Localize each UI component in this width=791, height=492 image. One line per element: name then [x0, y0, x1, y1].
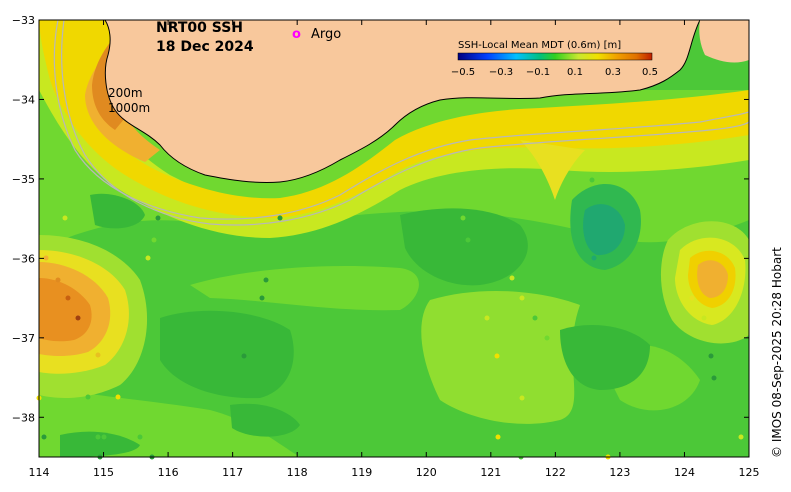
warm-eddy-east-4 — [697, 260, 728, 298]
argo-marker — [115, 394, 121, 400]
argo-marker — [259, 295, 265, 301]
x-tick-label: 114 — [29, 466, 50, 479]
argo-marker — [708, 353, 714, 359]
argo-marker — [519, 295, 525, 301]
argo-marker — [145, 255, 151, 261]
band-light-green-2 — [190, 265, 419, 311]
argo-marker — [701, 315, 707, 321]
plot-frame — [38, 19, 750, 458]
argo-legend-label: Argo — [311, 27, 341, 42]
colorbar-tick: −0.5 — [451, 67, 475, 78]
patch-dark-green-4 — [90, 193, 145, 229]
argo-marker — [151, 237, 157, 243]
x-tick-label: 122 — [545, 466, 566, 479]
argo-marker — [494, 353, 500, 359]
argo-marker — [532, 315, 538, 321]
argo-marker — [465, 237, 471, 243]
patch-dark-green-5 — [60, 431, 140, 457]
colorbar-ticks: −0.5 −0.3 −0.1 0.1 0.3 0.5 — [451, 67, 658, 78]
x-tick-label: 120 — [416, 466, 437, 479]
argo-marker — [101, 434, 107, 440]
argo-marker — [277, 215, 283, 221]
coastal-tongue — [520, 140, 585, 200]
x-tick-label: 124 — [674, 466, 695, 479]
argo-marker — [85, 394, 91, 400]
x-tick-label: 115 — [93, 466, 114, 479]
x-tick-label: 121 — [480, 466, 501, 479]
band-light-green-3 — [421, 290, 580, 424]
map-date: 18 Dec 2024 — [156, 39, 254, 55]
isobath-200m — [53, 20, 749, 220]
argo-marker — [495, 434, 501, 440]
argo-marker — [460, 215, 466, 221]
argo-marker — [544, 335, 550, 341]
argo-marker — [484, 315, 490, 321]
colorbar-tick: 0.5 — [642, 67, 658, 78]
credit-text: © IMOS 08-Sep-2025 20:28 Hobart — [770, 247, 784, 458]
argo-markers — [36, 177, 744, 460]
patch-dark-green-6 — [230, 403, 300, 437]
argo-marker — [589, 177, 595, 183]
argo-marker — [41, 434, 47, 440]
argo-marker — [711, 375, 717, 381]
argo-marker — [263, 277, 269, 283]
patch-dark-green — [160, 310, 294, 399]
patch-dark-green-2 — [400, 208, 528, 286]
colorbar-tick: 0.1 — [567, 67, 583, 78]
australia-land — [104, 20, 701, 183]
y-tick-label: −33 — [12, 14, 35, 27]
argo-marker — [95, 352, 101, 358]
x-tick-label: 123 — [609, 466, 630, 479]
colorbar — [457, 52, 653, 61]
ssh-field — [39, 20, 749, 457]
map-title: NRT00 SSH — [156, 20, 243, 36]
isobath-1000m — [61, 20, 749, 226]
argo-marker — [55, 277, 61, 283]
argo-legend-marker: o — [292, 27, 301, 42]
argo-marker — [665, 195, 671, 201]
axes: 114 115 116 117 118 119 120 121 122 123 124 125 −33 −… — [12, 14, 760, 479]
x-tick-label: 117 — [222, 466, 243, 479]
argo-marker — [65, 295, 71, 301]
argo-marker — [738, 434, 744, 440]
argo-marker — [519, 395, 525, 401]
y-tick-label: −34 — [12, 93, 35, 106]
argo-marker — [75, 315, 81, 321]
contour-label-1000m: 1000m — [108, 101, 150, 115]
x-tick-label: 119 — [351, 466, 372, 479]
argo-marker — [95, 434, 101, 440]
argo-marker — [137, 434, 143, 440]
y-tick-label: −35 — [12, 173, 35, 186]
argo-marker — [241, 353, 247, 359]
y-tick-label: −37 — [12, 332, 35, 345]
argo-marker — [43, 255, 49, 261]
contour-label-200m: 200m — [108, 86, 143, 100]
colorbar-tick: −0.1 — [526, 67, 550, 78]
argo-marker — [591, 255, 597, 261]
patch-dark-green-3 — [560, 325, 650, 390]
cool-eddy-core — [583, 204, 625, 256]
colorbar-tick: 0.3 — [605, 67, 621, 78]
colorbar-title: SSH-Local Mean MDT (0.6m) [m] — [458, 40, 621, 51]
warm-eddy-west-4 — [39, 278, 92, 342]
x-tick-label: 116 — [158, 466, 179, 479]
x-tick-label: 125 — [739, 466, 760, 479]
argo-marker — [155, 215, 161, 221]
argo-marker — [689, 295, 695, 301]
x-tick-label: 118 — [287, 466, 308, 479]
argo-marker — [62, 215, 68, 221]
argo-marker — [509, 275, 515, 281]
argo-marker — [460, 177, 466, 183]
land-east — [699, 20, 749, 63]
colorbar-tick: −0.3 — [489, 67, 513, 78]
y-tick-label: −38 — [12, 411, 35, 424]
y-tick-label: −36 — [12, 252, 35, 265]
